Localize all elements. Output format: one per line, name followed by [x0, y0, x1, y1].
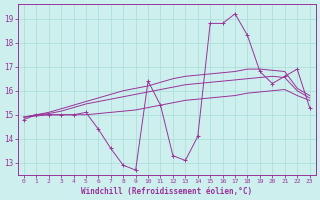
X-axis label: Windchill (Refroidissement éolien,°C): Windchill (Refroidissement éolien,°C) [81, 187, 252, 196]
